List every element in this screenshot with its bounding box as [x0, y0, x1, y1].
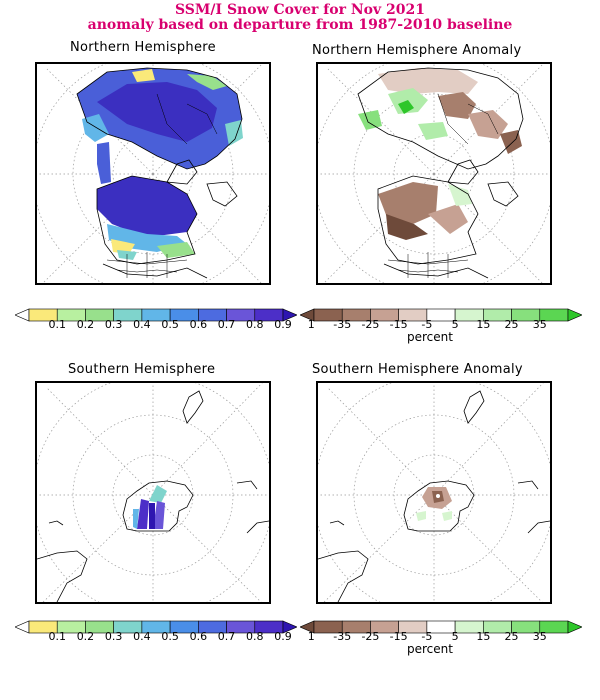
- colorbar-tick-label: -5: [421, 630, 433, 643]
- nh-cover-title: Northern Hemisphere: [70, 40, 216, 55]
- nh-anomaly-map: [316, 62, 552, 285]
- anomaly-colorbar-ticks: -35 -25 -15 -5 5 15 25 35: [300, 318, 582, 334]
- figure-title: SSM/I Snow Cover for Nov 2021: [175, 2, 425, 18]
- graticule: [318, 383, 550, 602]
- cover-colorbar-south-ticks: 0.1 0.2 0.3 0.4 0.5 0.6 0.7 0.8 0.9 1: [15, 630, 314, 646]
- antarctica-snow: [133, 485, 167, 529]
- colorbar-tick-label: 0.2: [76, 318, 95, 331]
- colorbar-tick-label: 1: [307, 630, 315, 643]
- colorbar-tick-label: 0.6: [189, 630, 208, 643]
- graticule: [37, 383, 269, 602]
- colorbar-tick-label: 0.8: [246, 318, 264, 331]
- graticule: [318, 64, 550, 283]
- coastlines: [357, 67, 524, 279]
- coastlines: [37, 390, 269, 602]
- colorbar-tick-label: 25: [504, 630, 519, 643]
- nh-cover-map: [35, 62, 271, 285]
- antarctica-anomaly: [416, 487, 452, 521]
- cover-colorbar-ticks: 0.1 0.2 0.3 0.4 0.5 0.6 0.7 0.8 0.9 1: [15, 318, 314, 334]
- colorbar-tick-label: 0.5: [161, 630, 179, 643]
- colorbar-tick-label: 35: [532, 630, 547, 643]
- sh-cover-title: Southern Hemisphere: [68, 362, 216, 377]
- colorbar-over-arrow: [282, 308, 297, 322]
- colorbar-tick-label: -15: [389, 630, 408, 643]
- colorbar-tick-label: 0.1: [48, 630, 66, 643]
- coastlines: [318, 390, 550, 602]
- sh-cover-map: [35, 381, 271, 604]
- cover-colorbar-south: [15, 620, 297, 650]
- colorbar-tick-label: 0.6: [189, 318, 208, 331]
- anomaly-unit-label: percent: [407, 330, 453, 344]
- colorbar-tick-label: 35: [532, 318, 547, 331]
- colorbar-tick-label: -25: [361, 630, 380, 643]
- colorbar-tick-label: 1: [307, 318, 315, 331]
- colorbar-tick-label: 0.8: [246, 630, 264, 643]
- colorbar-tick-label: 0.3: [104, 318, 123, 331]
- colorbar-tick-label: -15: [389, 318, 408, 331]
- sh-anomaly-title: Southern Hemisphere Anomaly: [312, 362, 523, 377]
- coastlines: [76, 67, 243, 279]
- colorbar-tick-label: 0.9: [274, 318, 292, 331]
- colorbar-over-arrow: [567, 308, 582, 322]
- colorbar-tick-label: 0.2: [76, 630, 95, 643]
- colorbar-tick-label: -5: [421, 318, 433, 331]
- anomaly-colorbar: [300, 308, 582, 338]
- political-borders: [106, 93, 218, 278]
- political-borders: [387, 93, 499, 278]
- colorbar-tick-label: 0.7: [217, 630, 236, 643]
- colorbar-tick-label: 5: [451, 630, 459, 643]
- colorbar-tick-label: -25: [361, 318, 380, 331]
- colorbar-tick-label: 0.9: [274, 630, 292, 643]
- colorbar-tick-label: -35: [333, 630, 352, 643]
- colorbar-over-arrow: [282, 620, 297, 634]
- anomaly-colorbar-south-ticks: -35 -25 -15 -5 5 15 25 35: [300, 630, 582, 646]
- colorbar-tick-label: 15: [476, 318, 491, 331]
- colorbar-tick-label: 0.4: [133, 318, 151, 331]
- colorbar-tick-label: 5: [451, 318, 459, 331]
- sh-anomaly-map: [316, 381, 552, 604]
- eurasia-snow: [77, 68, 243, 184]
- colorbar-tick-label: 15: [476, 630, 491, 643]
- colorbar-tick-label: 25: [504, 318, 519, 331]
- anomaly-unit-label-south: percent: [407, 642, 453, 656]
- north-america-snow: [97, 176, 197, 260]
- colorbar-tick-label: -35: [333, 318, 352, 331]
- figure-subtitle: anomaly based on departure from 1987-201…: [87, 17, 513, 33]
- colorbar-tick-label: 0.4: [133, 630, 151, 643]
- nh-anomaly-title: Northern Hemisphere Anomaly: [312, 43, 522, 58]
- colorbar-tick-label: 0.7: [217, 318, 236, 331]
- anomaly-colorbar-south: [300, 620, 582, 650]
- cover-colorbar: [15, 308, 297, 338]
- colorbar-tick-label: 0.3: [104, 630, 123, 643]
- colorbar-over-arrow: [567, 620, 582, 634]
- colorbar-tick-label: 0.1: [48, 318, 66, 331]
- anomaly-fields: [358, 68, 522, 240]
- colorbar-tick-label: 0.5: [161, 318, 179, 331]
